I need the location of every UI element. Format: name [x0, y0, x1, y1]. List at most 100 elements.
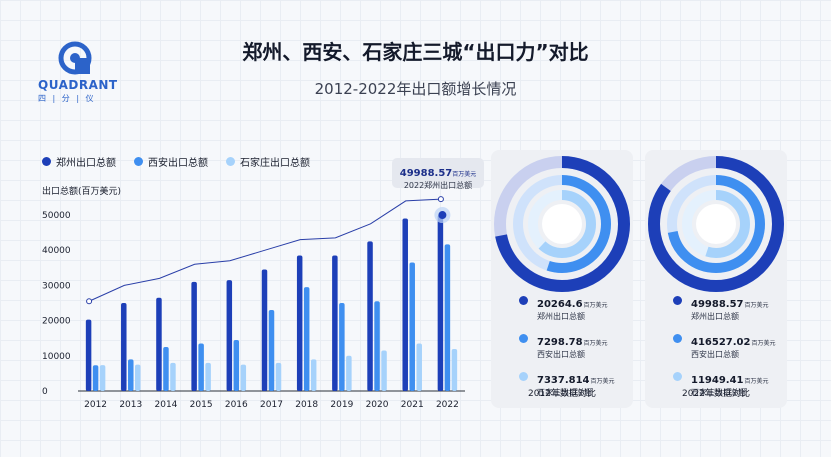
panel-row: 7298.78百万美元 西安出口总额: [519, 330, 615, 360]
y-tick-label: 30000: [42, 281, 71, 291]
row-value: 20264.6: [537, 299, 583, 310]
bar-shijiazhuang: [451, 348, 458, 391]
x-tick-label: 2012: [84, 400, 107, 410]
row-unit: 百万美元: [751, 340, 776, 347]
panel-2012: 20264.6百万美元 郑州出口总额 7298.78百万美元 西安出口总额 73…: [491, 150, 633, 408]
bar-shijiazhuang: [275, 362, 282, 391]
ring-center: [542, 204, 582, 244]
row-unit: 百万美元: [744, 302, 769, 309]
panel-row: 416527.02百万美元 西安出口总额: [673, 330, 775, 360]
row-label: 西安出口总额: [537, 350, 585, 359]
bar-zhengzhou: [332, 255, 338, 391]
quadrant-logo-icon: [58, 41, 92, 75]
ring-chart-2022: [648, 156, 784, 292]
chart-legend: 郑州出口总额 西安出口总额 石家庄出口总额: [42, 154, 310, 169]
bar-zhengzhou: [296, 255, 303, 391]
y-tick-label: 0: [42, 387, 48, 397]
bar-shijiazhuang: [99, 365, 106, 391]
bar-xian: [128, 359, 134, 391]
y-axis-label: 出口总额(百万美元): [42, 187, 122, 197]
ring-arc: [667, 175, 765, 273]
ring-arc: [648, 156, 784, 292]
ring-arc: [682, 190, 750, 258]
bar-xian: [374, 301, 380, 391]
row-unit: 百万美元: [744, 378, 769, 385]
panel-row: 11949.41百万美元 石家庄出口总额: [673, 368, 775, 398]
bar-xian: [444, 244, 451, 391]
row-unit: 百万美元: [590, 378, 615, 385]
bar-shijiazhuang: [346, 355, 352, 391]
bar-shijiazhuang: [170, 362, 176, 391]
tooltip-label: 2022郑州出口总额: [403, 181, 473, 190]
legend-item-zhengzhou[interactable]: 郑州出口总额: [42, 154, 116, 169]
row-value: 7298.78: [537, 337, 583, 348]
bar-xian: [198, 343, 204, 391]
x-tick-label: 2014: [155, 400, 178, 410]
bar-xian: [303, 287, 310, 391]
logo-name: QUADRANT: [38, 78, 118, 92]
bar-zhengzhou: [367, 241, 373, 391]
panel-caption: 2012年数据对比: [528, 389, 596, 399]
y-tick-label: 50000: [42, 211, 71, 221]
highlight-dot: [438, 211, 447, 220]
page-subtitle: 2012-2022年出口额增长情况: [314, 80, 517, 98]
tooltip-value: 49988.57: [399, 168, 453, 179]
ring-center: [696, 204, 736, 244]
panel-caption: 2022年数据对比: [682, 389, 750, 399]
legend-item-shijiazhuang[interactable]: 石家庄出口总额: [226, 154, 310, 169]
bar-xian: [339, 303, 345, 391]
bar-shijiazhuang: [416, 343, 422, 391]
x-tick-label: 2015: [190, 400, 213, 410]
trend-line: [88, 198, 441, 302]
x-tick-label: 2018: [295, 400, 318, 410]
bar-zhengzhou: [121, 303, 127, 391]
ring-chart-2012: [494, 156, 630, 292]
bar-xian: [163, 347, 169, 391]
bar-shijiazhuang: [135, 364, 141, 391]
row-dot: [519, 334, 528, 343]
row-label: 石家庄出口总额: [537, 388, 593, 397]
bar-shijiazhuang: [240, 364, 247, 391]
x-tick-label: 2013: [119, 400, 142, 410]
panel-row: 49988.57百万美元 郑州出口总额: [673, 292, 775, 322]
legend-label-zhengzhou: 郑州出口总额: [56, 158, 116, 169]
bar-xian: [233, 339, 240, 391]
row-dot: [519, 372, 528, 381]
bar-zhengzhou: [437, 215, 444, 391]
row-value: 11949.41: [691, 375, 744, 386]
row-label: 郑州出口总额: [537, 312, 585, 321]
legend-dot-xian: [134, 157, 143, 166]
bar-xian: [92, 365, 99, 391]
panel-2022: 49988.57百万美元 郑州出口总额 416527.02百万美元 西安出口总额…: [645, 150, 787, 408]
panel-row: 7337.814百万美元 石家庄出口总额: [519, 368, 615, 398]
y-tick-label: 20000: [42, 317, 71, 327]
row-dot: [519, 296, 528, 305]
x-tick-label: 2020: [366, 400, 389, 410]
brand-logo: QUADRANT 四 | 分 | 仪: [38, 40, 118, 104]
logo-subtitle: 四 | 分 | 仪: [38, 94, 96, 103]
y-tick-label: 40000: [42, 246, 71, 256]
bar-zhengzhou: [156, 297, 162, 391]
ring-arc: [494, 156, 630, 292]
bar-zhengzhou: [85, 319, 92, 391]
bar-xian: [409, 262, 415, 391]
peak-tooltip: 49988.57百万美元 2022郑州出口总额: [392, 158, 484, 190]
row-value: 416527.02: [691, 337, 751, 348]
legend-label-shijiazhuang: 石家庄出口总额: [240, 158, 310, 169]
bar-zhengzhou: [226, 280, 233, 391]
row-dot: [673, 334, 682, 343]
bar-shijiazhuang: [381, 350, 387, 391]
x-tick-label: 2019: [330, 400, 353, 410]
row-value: 7337.814: [537, 375, 590, 386]
bar-shijiazhuang: [205, 362, 211, 391]
row-label: 郑州出口总额: [691, 312, 739, 321]
ring-arc: [513, 175, 611, 273]
x-tick-label: 2022: [436, 400, 459, 410]
bar-shijiazhuang: [310, 359, 317, 391]
legend-item-xian[interactable]: 西安出口总额: [134, 154, 208, 169]
panel-row: 20264.6百万美元 郑州出口总额: [519, 292, 615, 322]
row-unit: 百万美元: [583, 302, 608, 309]
bar-zhengzhou: [402, 218, 408, 391]
bar-xian: [268, 310, 275, 391]
